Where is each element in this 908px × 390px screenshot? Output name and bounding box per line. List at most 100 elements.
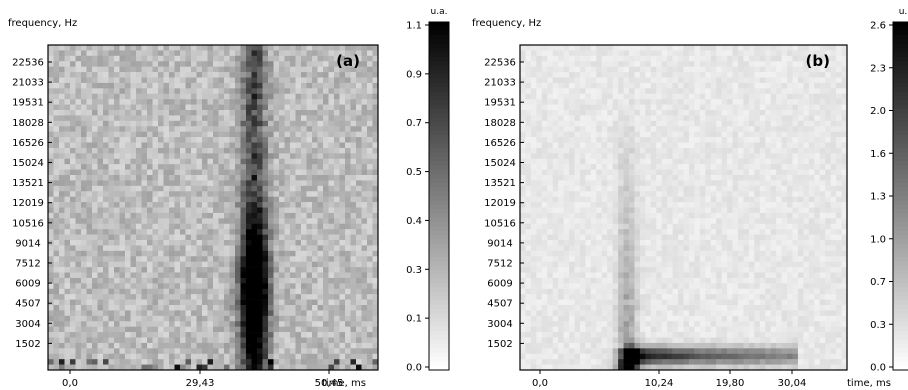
- heatmap-cell: [169, 326, 175, 333]
- heatmap-cell: [328, 359, 335, 365]
- heatmap-cell: [103, 305, 109, 311]
- heatmap-cell: [623, 299, 630, 306]
- heatmap-cell: [317, 229, 324, 235]
- heatmap-cell: [114, 45, 120, 51]
- heatmap-cell: [339, 267, 346, 273]
- heatmap-cell: [119, 272, 126, 279]
- heatmap-cell: [372, 104, 379, 111]
- heatmap-cell: [114, 72, 120, 78]
- heatmap-cell: [141, 142, 148, 149]
- heatmap-cell: [86, 77, 93, 84]
- heatmap-cell: [284, 326, 291, 333]
- heatmap-cell: [629, 110, 635, 116]
- heatmap-cell: [136, 261, 142, 268]
- heatmap-cell: [547, 77, 553, 84]
- heatmap-cell: [279, 55, 285, 62]
- heatmap-cell: [174, 272, 181, 279]
- heatmap-cell: [284, 223, 291, 230]
- heatmap-cell: [75, 104, 82, 111]
- heatmap-cell: [328, 326, 335, 333]
- heatmap-cell: [334, 321, 340, 327]
- heatmap-cell: [125, 234, 131, 241]
- heatmap-cell: [64, 82, 71, 89]
- heatmap-cell: [246, 202, 252, 208]
- heatmap-cell: [251, 250, 258, 257]
- heatmap-cell: [257, 272, 263, 279]
- heatmap-cell: [563, 212, 570, 219]
- heatmap-cell: [92, 137, 98, 143]
- heatmap-cell: [312, 82, 318, 89]
- heatmap-cell: [92, 299, 98, 306]
- heatmap-cell: [312, 131, 318, 138]
- heatmap-cell: [339, 305, 346, 311]
- heatmap-cell: [191, 82, 197, 89]
- heatmap-cell: [141, 93, 148, 100]
- heatmap-cell: [339, 245, 346, 252]
- heatmap-cell: [174, 218, 181, 225]
- heatmap-cell: [125, 126, 131, 132]
- heatmap-cell: [607, 348, 613, 355]
- heatmap-cell: [350, 93, 357, 100]
- heatmap-cell: [48, 310, 54, 317]
- heatmap-cell: [301, 55, 307, 62]
- heatmap-cell: [141, 158, 148, 165]
- heatmap-cell: [367, 104, 373, 111]
- heatmap-cell: [125, 288, 131, 295]
- heatmap-cell: [612, 120, 619, 127]
- heatmap-cell: [279, 272, 285, 279]
- heatmap-cell: [97, 185, 104, 192]
- heatmap-cell: [262, 196, 269, 203]
- heatmap-cell: [207, 77, 214, 84]
- heatmap-cell: [306, 283, 313, 290]
- heatmap-cell: [103, 234, 109, 241]
- heatmap-cell: [356, 310, 362, 317]
- heatmap-cell: [196, 131, 203, 138]
- heatmap-cell: [290, 207, 296, 214]
- heatmap-cell: [306, 120, 313, 127]
- heatmap-cell: [251, 294, 258, 300]
- heatmap-cell: [152, 137, 159, 143]
- heatmap-cell: [48, 212, 54, 219]
- y-tick-label: 13521: [12, 178, 44, 189]
- heatmap-cell: [218, 153, 225, 160]
- heatmap-cell: [125, 223, 131, 230]
- heatmap-cell: [114, 310, 120, 317]
- heatmap-cell: [284, 120, 291, 127]
- heatmap-cell: [356, 72, 362, 78]
- heatmap-cell: [125, 342, 131, 349]
- heatmap-cell: [97, 72, 104, 78]
- heatmap-cell: [191, 77, 197, 84]
- heatmap-cell: [290, 147, 296, 154]
- heatmap-cell: [152, 120, 159, 127]
- heatmap-cell: [372, 88, 379, 95]
- heatmap-cell: [48, 110, 54, 116]
- heatmap-cell: [92, 305, 98, 311]
- heatmap-cell: [279, 120, 285, 127]
- heatmap-cell: [530, 131, 537, 138]
- heatmap-cell: [213, 250, 219, 257]
- heatmap-cell: [103, 93, 109, 100]
- heatmap-cell: [191, 234, 197, 241]
- heatmap-cell: [108, 245, 115, 252]
- heatmap-cell: [224, 169, 230, 176]
- heatmap-cell: [525, 99, 532, 105]
- heatmap-cell: [618, 256, 624, 262]
- heatmap-cell: [547, 153, 553, 160]
- heatmap-cell: [251, 223, 258, 230]
- heatmap-cell: [334, 240, 340, 246]
- heatmap-cell: [174, 93, 181, 100]
- heatmap-cell: [558, 364, 564, 371]
- heatmap-cell: [169, 142, 175, 149]
- heatmap-cell: [612, 137, 619, 143]
- heatmap-cell: [257, 229, 263, 235]
- heatmap-cell: [147, 315, 153, 322]
- heatmap-cell: [590, 272, 597, 279]
- heatmap-cell: [547, 310, 553, 317]
- heatmap-cell: [607, 72, 613, 78]
- heatmap-cell: [180, 137, 186, 143]
- heatmap-cell: [618, 196, 624, 203]
- heatmap-cell: [607, 212, 613, 219]
- heatmap-cell: [235, 202, 241, 208]
- heatmap-cell: [257, 359, 263, 365]
- heatmap-cell: [323, 305, 329, 311]
